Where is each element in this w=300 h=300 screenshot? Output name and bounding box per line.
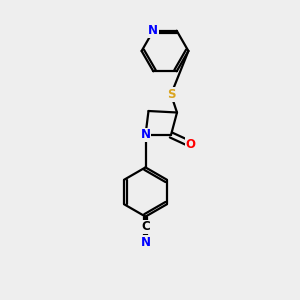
Text: S: S [167,88,175,101]
Text: O: O [185,137,196,151]
Text: N: N [148,24,158,37]
Text: C: C [141,220,150,233]
Text: N: N [140,128,151,142]
Text: N: N [140,236,151,249]
